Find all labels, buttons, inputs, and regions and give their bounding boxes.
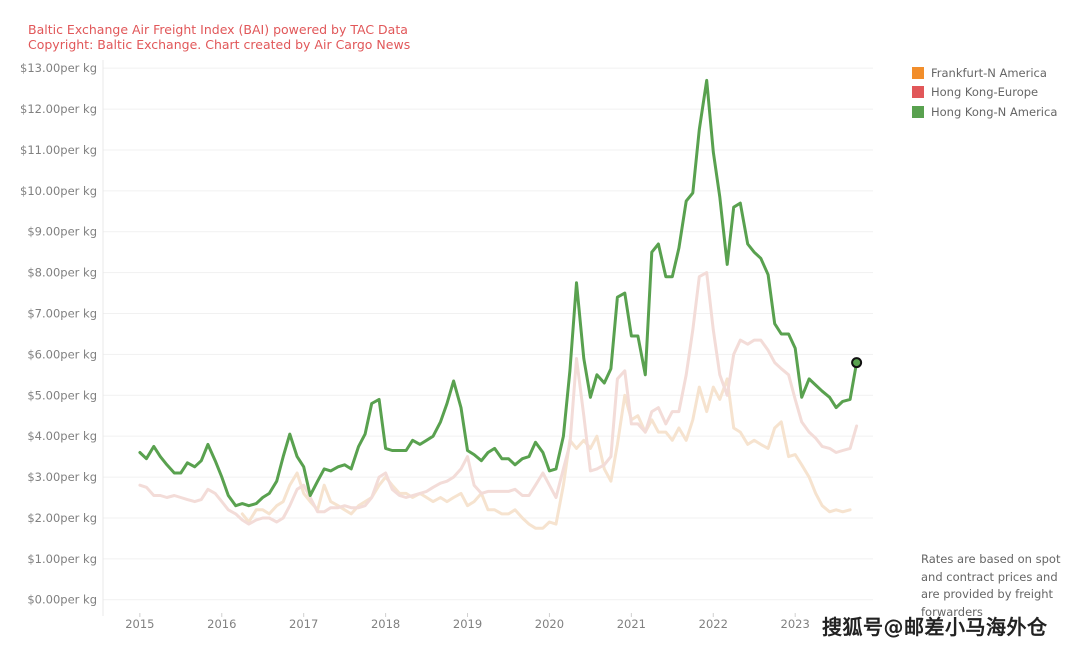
- highlight-marks: [851, 357, 863, 369]
- x-tick-label: 2020: [535, 617, 564, 631]
- chart-header: Baltic Exchange Air Freight Index (BAI) …: [28, 22, 410, 52]
- series-line-hong-kong-europe[interactable]: [138, 271, 859, 526]
- legend-label: Hong Kong-N America: [931, 104, 1058, 119]
- series-line-frankfurt-n-america[interactable]: [240, 377, 852, 530]
- y-tick-label: $13.00per kg: [20, 61, 97, 75]
- y-tick-label: $11.00per kg: [20, 143, 97, 157]
- x-axis: 2015 2016 2017 2018 2019 2020 2021 2022 2023: [125, 613, 810, 631]
- x-tick-label: 2023: [781, 617, 810, 631]
- x-tick-label: 2021: [617, 617, 646, 631]
- legend-swatch: [912, 105, 924, 118]
- y-tick-label: $9.00per kg: [27, 225, 97, 239]
- legend-swatch: [912, 66, 924, 79]
- legend-item-hongkong-europe[interactable]: Hong Kong-Europe: [912, 83, 1057, 103]
- legend-label: Frankfurt-N America: [931, 65, 1047, 80]
- y-tick-label: $0.00per kg: [27, 593, 97, 607]
- y-tick-label: $12.00per kg: [20, 102, 97, 116]
- y-tick-label: $2.00per kg: [27, 511, 97, 525]
- y-tick-label: $3.00per kg: [27, 470, 97, 484]
- y-tick-label: $5.00per kg: [27, 388, 97, 402]
- y-tick-label: $6.00per kg: [27, 347, 97, 361]
- grid: [103, 67, 873, 601]
- series-line-hong-kong-n-america[interactable]: [138, 78, 859, 508]
- watermark: 搜狐号@邮差小马海外仓: [822, 615, 1048, 639]
- legend-label: Hong Kong-Europe: [931, 85, 1039, 100]
- chart-title: Baltic Exchange Air Freight Index (BAI) …: [28, 22, 408, 37]
- y-tick-label: $10.00per kg: [20, 184, 97, 198]
- footnote: Rates are based on spot and contract pri…: [921, 552, 1061, 619]
- x-tick-label: 2022: [699, 617, 728, 631]
- highlight-point[interactable]: [851, 357, 863, 369]
- series-lines: [138, 78, 859, 530]
- y-tick-label: $1.00per kg: [27, 552, 97, 566]
- x-tick-label: 2017: [289, 617, 318, 631]
- x-tick-label: 2015: [125, 617, 154, 631]
- legend-item-hongkong-na[interactable]: Hong Kong-N America: [912, 102, 1057, 122]
- legend: Frankfurt-N America Hong Kong-Europe Hon…: [912, 63, 1057, 122]
- y-tick-label: $7.00per kg: [27, 307, 97, 321]
- legend-swatch: [912, 86, 924, 99]
- x-tick-label: 2016: [207, 617, 236, 631]
- x-tick-label: 2018: [371, 617, 400, 631]
- chart-copyright: Copyright: Baltic Exchange. Chart create…: [28, 37, 411, 52]
- y-tick-label: $8.00per kg: [27, 266, 97, 280]
- y-tick-label: $4.00per kg: [27, 429, 97, 443]
- x-tick-label: 2019: [453, 617, 482, 631]
- y-axis: $0.00per kg $1.00per kg $2.00per kg $3.00pe…: [20, 60, 104, 616]
- legend-item-frankfurt[interactable]: Frankfurt-N America: [912, 63, 1057, 83]
